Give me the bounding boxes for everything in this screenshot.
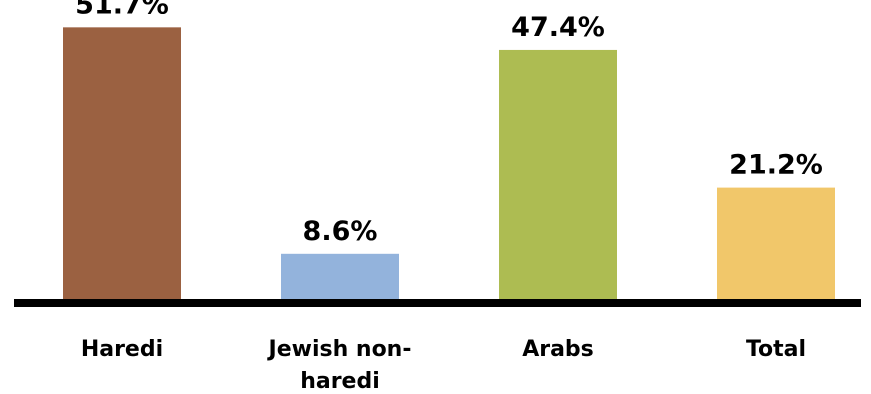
category-label-jewish-non-haredi-line-1: Jewish non-: [267, 337, 412, 362]
value-label-haredi: 51.7%: [75, 0, 169, 20]
bar-jewish-non-haredi: [281, 253, 399, 299]
category-label-total: Total: [746, 337, 806, 362]
category-label-jewish-non-haredi-line-2: haredi: [300, 369, 380, 394]
bar-arabs: [499, 49, 617, 300]
bars-layer: [63, 27, 835, 300]
value-label-arabs: 47.4%: [511, 12, 605, 43]
value-label-jewish-non-haredi: 8.6%: [303, 216, 378, 247]
category-label-haredi: Haredi: [81, 337, 163, 362]
value-label-total: 21.2%: [729, 150, 823, 181]
bar-total: [717, 187, 835, 299]
bar-haredi: [63, 27, 181, 300]
labels-layer: 51.7% Haredi 8.6% Jewish non-haredi 47.4% Ara…: [75, 0, 823, 394]
category-label-arabs: Arabs: [522, 337, 594, 362]
x-axis-line: [14, 299, 861, 307]
